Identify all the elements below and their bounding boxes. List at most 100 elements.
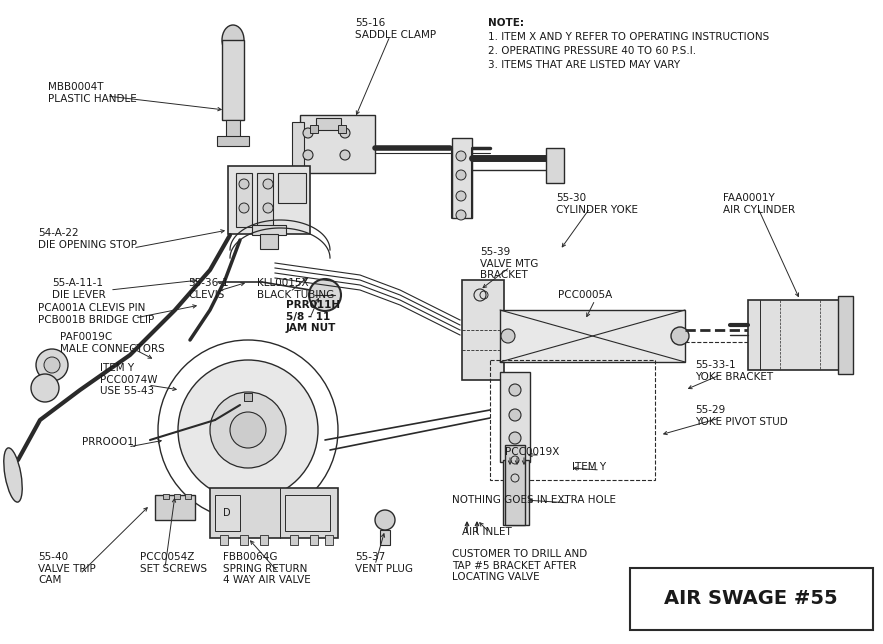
Bar <box>316 118 341 130</box>
Text: 3. ITEMS THAT ARE LISTED MAY VARY: 3. ITEMS THAT ARE LISTED MAY VARY <box>488 60 680 70</box>
Bar <box>292 122 304 166</box>
Text: 55-16
SADDLE CLAMP: 55-16 SADDLE CLAMP <box>355 18 436 39</box>
Bar <box>505 445 525 525</box>
Text: 54-A-22
DIE OPENING STOP: 54-A-22 DIE OPENING STOP <box>38 228 137 250</box>
Bar <box>163 494 169 499</box>
Bar <box>546 148 564 183</box>
Text: 55-A-11-1
DIE LEVER: 55-A-11-1 DIE LEVER <box>52 278 106 299</box>
Bar <box>503 460 529 525</box>
Text: AIR SWAGE #55: AIR SWAGE #55 <box>664 589 838 609</box>
Bar <box>310 535 318 545</box>
Bar <box>210 488 338 538</box>
Bar <box>244 393 252 401</box>
Bar <box>217 136 249 146</box>
Text: ITEM Y
PCC0074W
USE 55-43: ITEM Y PCC0074W USE 55-43 <box>100 363 157 396</box>
Text: PRROOO1J: PRROOO1J <box>82 437 137 447</box>
Text: PCC0054Z
SET SCREWS: PCC0054Z SET SCREWS <box>140 552 208 574</box>
Bar <box>630 568 873 630</box>
Ellipse shape <box>222 25 244 55</box>
Circle shape <box>230 412 266 448</box>
Bar <box>380 530 390 545</box>
Circle shape <box>239 203 249 213</box>
Circle shape <box>340 150 350 160</box>
Bar <box>300 115 375 173</box>
Bar <box>462 280 504 380</box>
Bar <box>310 125 318 133</box>
Text: FBB0064G
SPRING RETURN
4 WAY AIR VALVE: FBB0064G SPRING RETURN 4 WAY AIR VALVE <box>223 552 311 585</box>
Circle shape <box>31 374 59 402</box>
Text: PAF0019C
MALE CONNECTORS: PAF0019C MALE CONNECTORS <box>60 332 165 354</box>
Text: NOTE:: NOTE: <box>488 18 524 28</box>
Circle shape <box>340 128 350 138</box>
Circle shape <box>375 510 395 530</box>
Text: PCC0005A: PCC0005A <box>558 290 612 300</box>
Circle shape <box>456 191 466 201</box>
Text: CUSTOMER TO DRILL AND
TAP #5 BRACKET AFTER
LOCATING VALVE: CUSTOMER TO DRILL AND TAP #5 BRACKET AFT… <box>452 549 587 582</box>
Bar <box>500 310 685 362</box>
Circle shape <box>671 327 689 345</box>
Text: PCC0019X: PCC0019X <box>505 447 559 457</box>
Ellipse shape <box>4 448 22 502</box>
Text: FAA0001Y
AIR CYLINDER: FAA0001Y AIR CYLINDER <box>723 193 795 214</box>
Circle shape <box>456 170 466 180</box>
Bar <box>325 535 333 545</box>
Circle shape <box>36 349 68 381</box>
Bar <box>185 494 191 499</box>
Text: 1. ITEM X AND Y REFER TO OPERATING INSTRUCTIONS: 1. ITEM X AND Y REFER TO OPERATING INSTR… <box>488 32 769 42</box>
Circle shape <box>309 279 341 311</box>
Text: 55-29
YOKE PIVOT STUD: 55-29 YOKE PIVOT STUD <box>695 405 788 426</box>
Bar <box>226 120 240 138</box>
Bar <box>508 462 513 470</box>
Bar <box>260 535 268 545</box>
Circle shape <box>303 150 313 160</box>
Text: 55-30
CYLINDER YOKE: 55-30 CYLINDER YOKE <box>556 193 638 214</box>
Circle shape <box>509 384 521 396</box>
Bar <box>518 462 523 470</box>
Circle shape <box>210 392 286 468</box>
Bar <box>490 360 655 480</box>
Bar <box>748 300 843 370</box>
Text: 55-37
VENT PLUG: 55-37 VENT PLUG <box>355 552 413 574</box>
Text: 55-39
VALVE MTG
BRACKET: 55-39 VALVE MTG BRACKET <box>480 247 539 280</box>
Text: 55-33-1
YOKE BRACKET: 55-33-1 YOKE BRACKET <box>695 360 774 382</box>
Bar <box>452 138 472 218</box>
Text: PRR011H
5/8 - 11
JAM NUT: PRR011H 5/8 - 11 JAM NUT <box>286 300 340 333</box>
Bar <box>220 535 228 545</box>
Text: NOTHING GOES IN EXTRA HOLE: NOTHING GOES IN EXTRA HOLE <box>452 495 616 505</box>
Text: ITEM Y: ITEM Y <box>572 462 606 472</box>
Text: 55-36-1
CLEVIS: 55-36-1 CLEVIS <box>188 278 229 299</box>
Bar <box>236 173 252 227</box>
Circle shape <box>239 179 249 189</box>
Text: KLL0015X
BLACK TUBING: KLL0015X BLACK TUBING <box>257 278 335 299</box>
Circle shape <box>263 179 273 189</box>
Text: D: D <box>223 508 230 518</box>
Circle shape <box>509 432 521 444</box>
Circle shape <box>474 289 486 301</box>
Circle shape <box>456 151 466 161</box>
Bar <box>290 535 298 545</box>
Circle shape <box>501 329 515 343</box>
Circle shape <box>303 128 313 138</box>
Bar <box>240 535 248 545</box>
Bar <box>285 495 330 531</box>
Bar <box>174 494 180 499</box>
Bar <box>260 234 278 249</box>
Circle shape <box>509 409 521 421</box>
Bar <box>222 40 244 120</box>
Text: 2. OPERATING PRESSURE 40 TO 60 P.S.I.: 2. OPERATING PRESSURE 40 TO 60 P.S.I. <box>488 46 696 56</box>
Bar <box>252 225 286 235</box>
Bar <box>257 173 273 227</box>
Bar <box>278 173 306 203</box>
Circle shape <box>178 360 318 500</box>
Circle shape <box>263 203 273 213</box>
Bar <box>215 495 240 531</box>
Text: AIR INLET: AIR INLET <box>462 527 512 537</box>
Text: PCA001A CLEVIS PIN
PCB001B BRIDGE CLIP: PCA001A CLEVIS PIN PCB001B BRIDGE CLIP <box>38 303 155 325</box>
Bar <box>500 372 530 462</box>
Text: 55-40
VALVE TRIP
CAM: 55-40 VALVE TRIP CAM <box>38 552 95 585</box>
Bar <box>228 166 310 234</box>
Bar <box>155 495 195 520</box>
Circle shape <box>456 210 466 220</box>
Bar <box>838 296 853 374</box>
Circle shape <box>44 357 60 373</box>
